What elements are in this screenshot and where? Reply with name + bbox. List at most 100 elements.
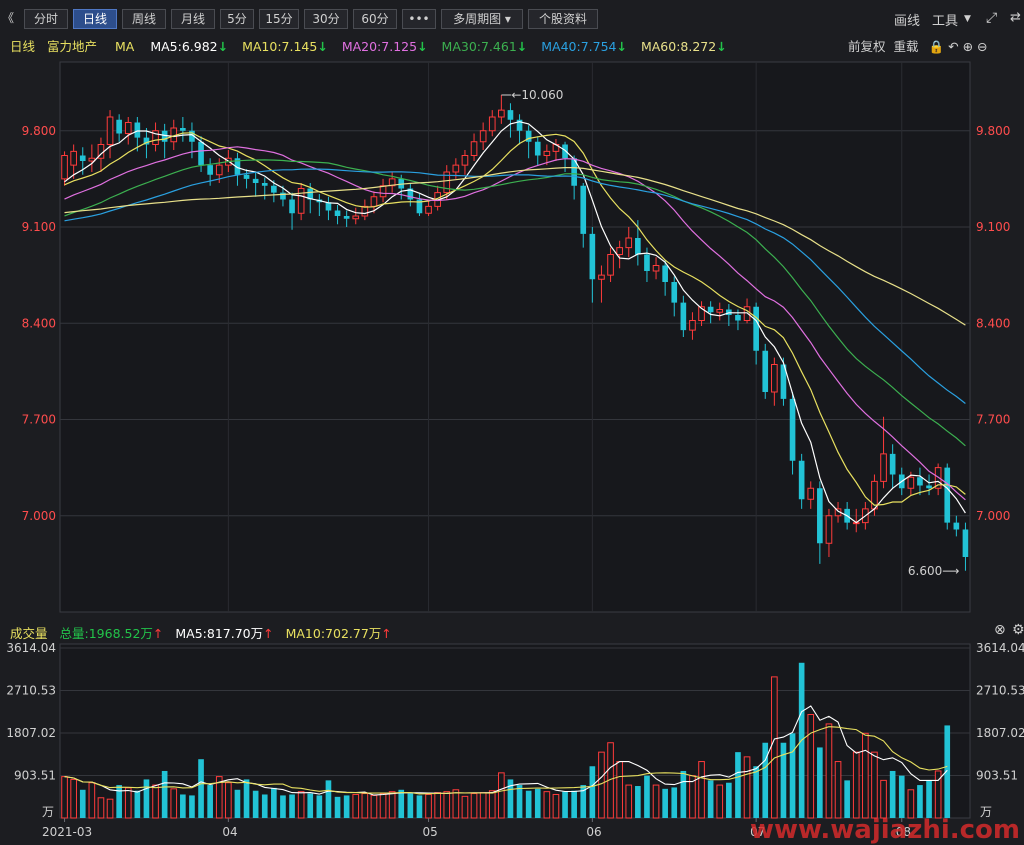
tools-menu-button[interactable]: 工具 — [932, 14, 959, 29]
candle-body-up — [452, 164, 460, 173]
volume-bar-down — [325, 780, 332, 818]
tab-0[interactable]: 分时 — [24, 9, 68, 29]
tab-7[interactable]: 60分 — [353, 9, 397, 29]
volume-bar-up — [361, 793, 369, 819]
candle-body-up — [652, 265, 660, 272]
candle-body-down — [917, 477, 923, 486]
candle-body-up — [689, 320, 696, 331]
ma-label: MA — [115, 39, 135, 54]
candle-body-up — [825, 515, 833, 544]
volume-bar-down — [207, 785, 213, 818]
watermark-text: www.wajiazhi.com — [750, 815, 1020, 845]
ma5-value: MA5:6.982 — [150, 39, 218, 54]
volume-bar-down — [525, 790, 532, 818]
collapse-button[interactable]: 《 — [1, 11, 14, 25]
candle-body-down — [926, 485, 932, 489]
candle-body-up — [625, 237, 633, 249]
volume-bar-down — [726, 782, 732, 818]
volume-bar-down — [116, 785, 122, 818]
tab-1[interactable]: 日线 — [73, 9, 117, 29]
candle-body-down — [134, 122, 141, 138]
candle-body-up — [297, 188, 305, 214]
candle-body-down — [307, 188, 314, 200]
candle-body-down — [234, 158, 241, 175]
volume-bar-up — [379, 793, 387, 819]
volume-bar-down — [261, 794, 268, 818]
candle-body-down — [161, 130, 168, 142]
volume-bar-down — [735, 752, 741, 818]
candlestick-chart[interactable]: 9.800 9.800 9.100 9.100 8.400 8.400 7.700 7.700… — [0, 34, 1024, 620]
candle-body-up — [152, 130, 159, 145]
volume-bar-up — [479, 792, 487, 819]
settings-gear-icon[interactable]: ⚙ — [1012, 622, 1024, 638]
volume-bar-down — [161, 770, 168, 818]
volume-bar-up — [934, 770, 942, 819]
ma10-down-icon: ↓ — [317, 39, 328, 54]
ma30-value: MA30:7.461 — [441, 39, 517, 54]
high-annotation: ←10.060 — [511, 88, 563, 102]
tab-3[interactable]: 月线 — [171, 9, 215, 29]
vol-tick-right: 903.51 — [976, 769, 1018, 783]
candle-body-down — [407, 188, 414, 200]
volume-bar-down — [334, 796, 341, 818]
volume-bar-down — [343, 795, 350, 818]
volume-bar-down — [289, 794, 295, 818]
ma10-value: MA10:7.145 — [242, 39, 318, 54]
volume-chart[interactable]: 3614.04 3614.04 2710.53 2710.53 1807.02 1807.… — [0, 620, 1024, 845]
candle-body-down — [962, 529, 969, 557]
volume-bar-up — [461, 795, 469, 819]
candle-body-down — [789, 398, 796, 461]
candle-body-up — [124, 122, 132, 134]
tab-9[interactable]: 多周期图 ▾ — [441, 9, 523, 29]
x-tick-label: 08 — [896, 825, 911, 839]
tab-2[interactable]: 周线 — [122, 9, 166, 29]
close-panel-icon[interactable]: ⊗ — [994, 622, 1006, 638]
volume-bar-up — [652, 784, 660, 819]
tab-5[interactable]: 15分 — [259, 9, 299, 29]
candle-body-down — [589, 233, 596, 280]
layout-icon[interactable]: ⇄ — [1010, 10, 1021, 25]
tab-10[interactable]: 个股资料 — [528, 9, 598, 29]
volume-bar-down — [516, 785, 523, 818]
price-tick-left: 7.700 — [22, 413, 56, 427]
adjust-mode-button[interactable]: 前复权 — [848, 39, 886, 54]
candle-body-up — [425, 205, 432, 214]
candle-body-down — [507, 110, 514, 120]
price-tick-left: 8.400 — [22, 316, 56, 330]
candle-body-up — [607, 254, 614, 276]
volume-bar-down — [243, 779, 250, 818]
volume-bar-up — [807, 714, 815, 819]
tab-4[interactable]: 5分 — [220, 9, 254, 29]
candle-body-down — [271, 185, 277, 193]
volume-bar-down — [280, 795, 286, 818]
draw-line-button[interactable]: 画线 — [894, 14, 921, 29]
tab-6[interactable]: 30分 — [304, 9, 348, 29]
candle-body-down — [944, 467, 951, 523]
volume-bar-down — [635, 786, 641, 818]
price-tick-right: 7.000 — [976, 509, 1010, 523]
reload-button[interactable]: 重载 — [893, 39, 919, 54]
volume-bar-up — [152, 784, 159, 819]
undo-icon[interactable]: ↶ — [948, 39, 959, 54]
fullscreen-icon[interactable]: ⤢ — [986, 10, 998, 26]
candle-body-down — [635, 238, 641, 255]
price-tick-left: 9.800 — [22, 124, 56, 138]
ma5-line — [64, 121, 966, 524]
candle-body-down — [762, 350, 769, 392]
vol-tick-right: 1807.02 — [976, 726, 1024, 740]
candle-body-up — [543, 150, 551, 156]
price-tick-left: 9.100 — [22, 220, 56, 234]
volume-bar-down — [507, 779, 514, 818]
lock-icon[interactable]: 🔒 — [928, 39, 945, 54]
tab-8[interactable]: ••• — [402, 9, 436, 29]
tools-dropdown-icon[interactable]: ▼ — [964, 14, 971, 24]
volume-bar-down — [407, 793, 414, 818]
zoom-in-icon[interactable]: ⊕ — [962, 39, 974, 54]
price-tick-right: 7.700 — [976, 413, 1010, 427]
candle-body-down — [780, 364, 787, 399]
volume-bar-down — [780, 742, 787, 818]
candle-body-down — [534, 141, 541, 156]
volume-bar-down — [534, 788, 541, 818]
zoom-out-icon[interactable]: ⊖ — [977, 39, 988, 54]
candle-body-down — [198, 141, 204, 166]
